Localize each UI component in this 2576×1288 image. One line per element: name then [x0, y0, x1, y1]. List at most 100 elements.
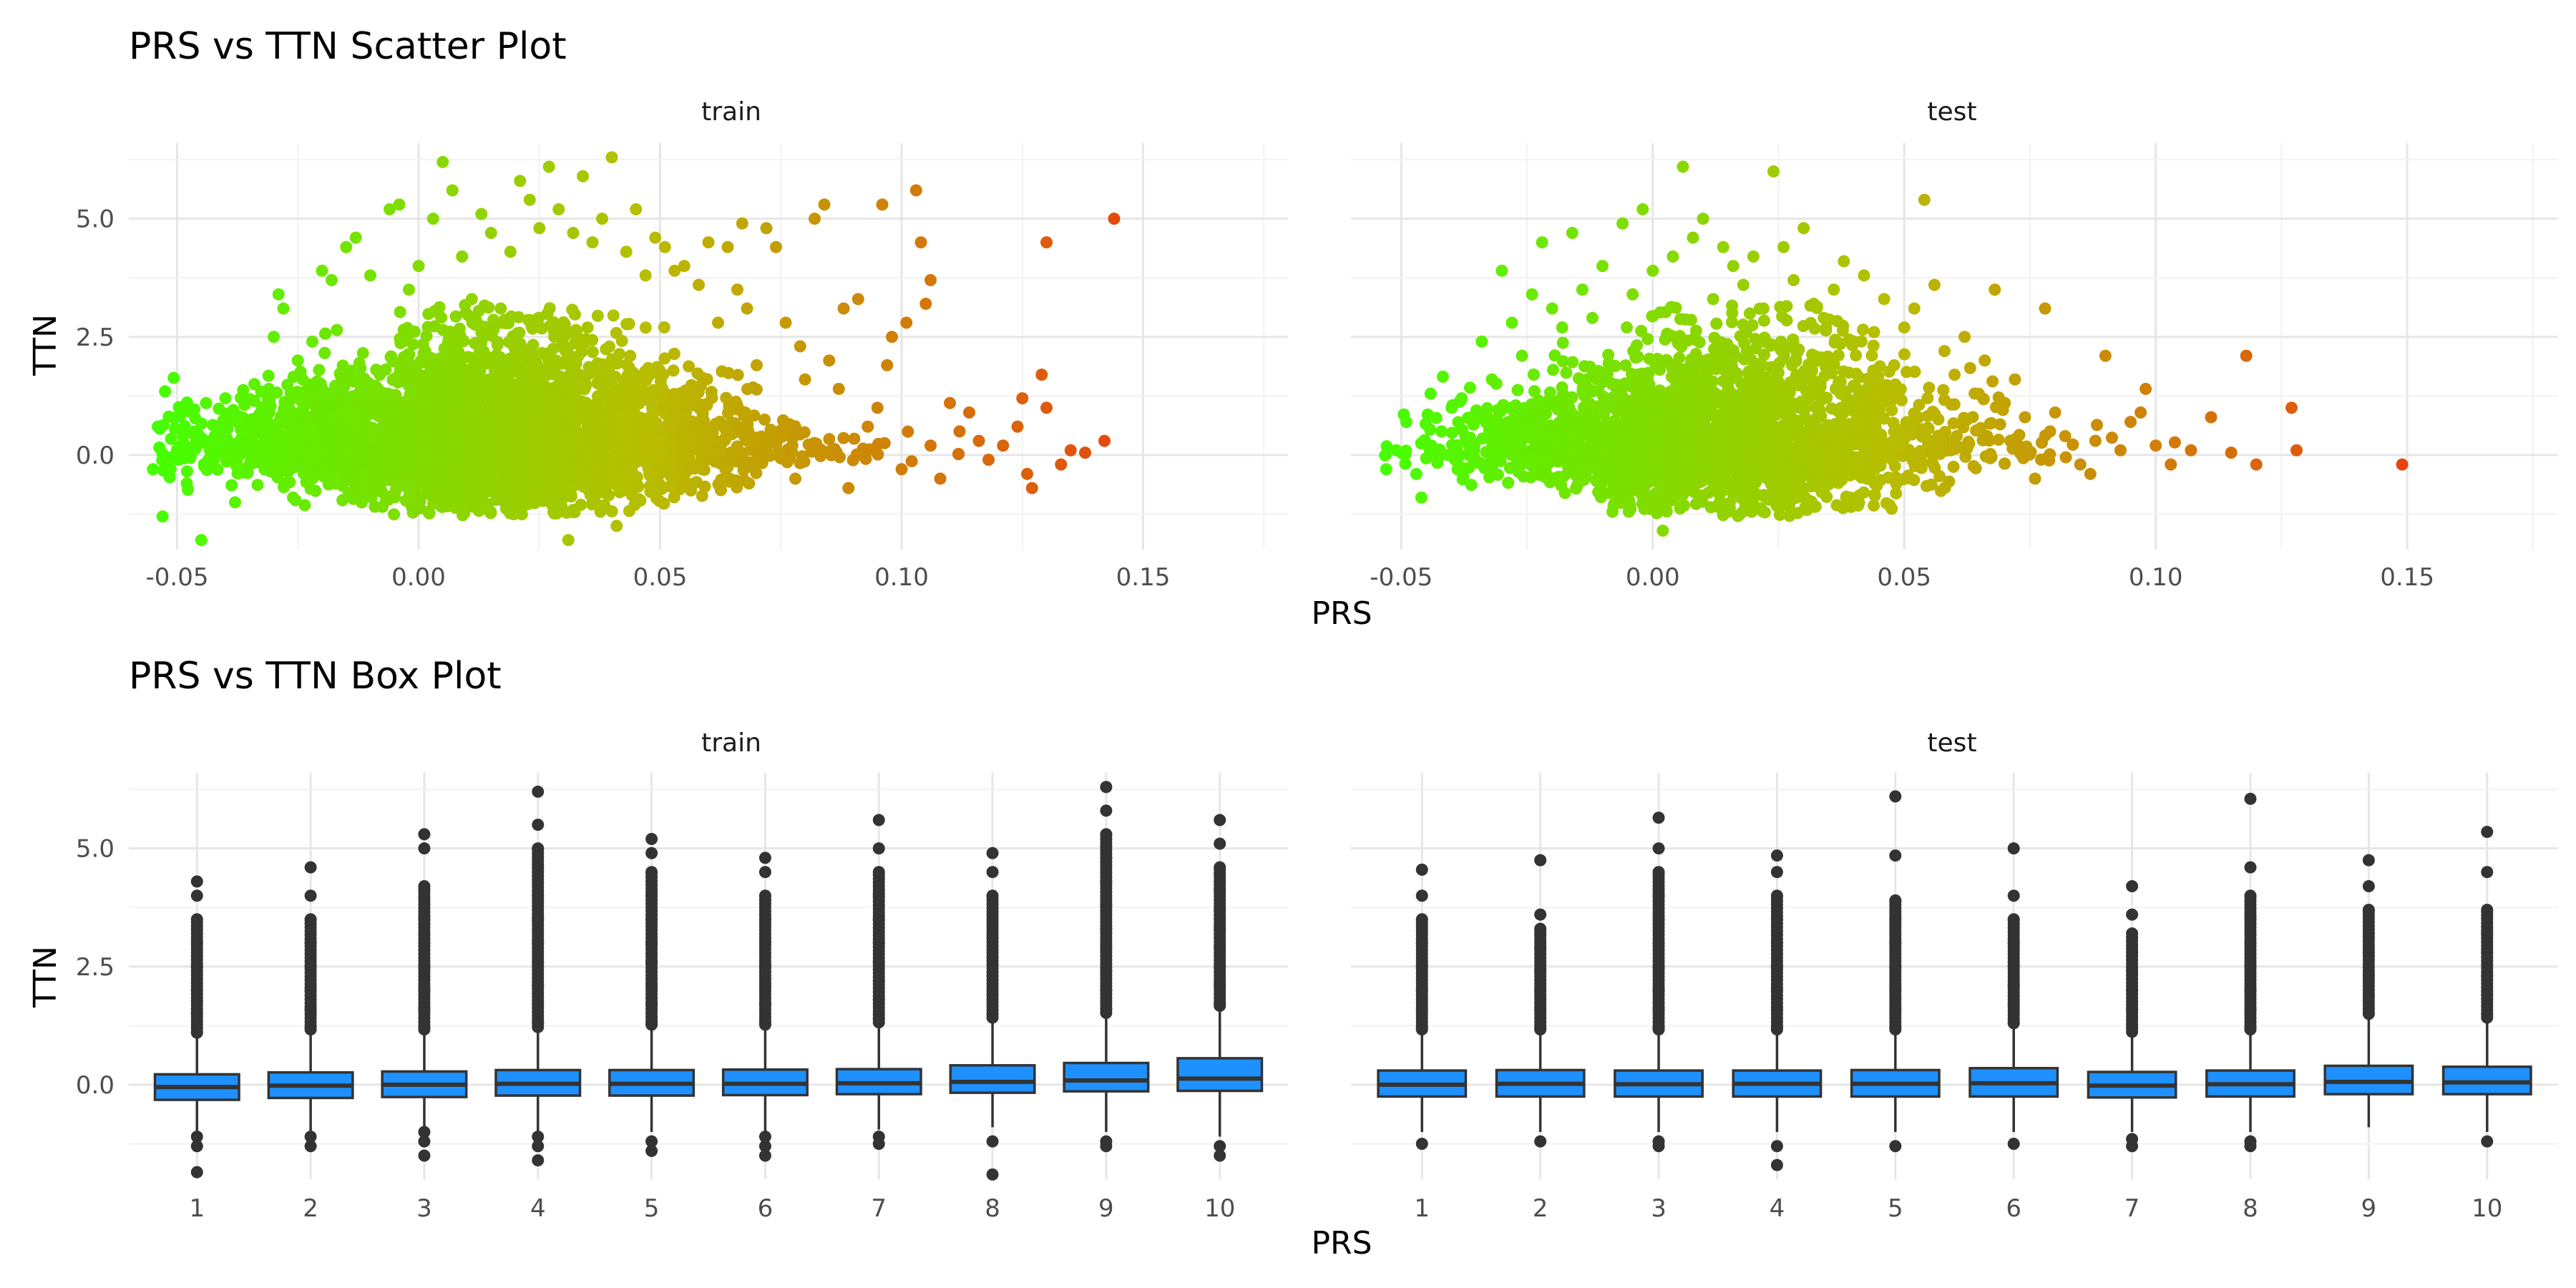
scatter-point	[577, 170, 589, 182]
scatter-point	[518, 440, 531, 453]
scatter-point	[167, 411, 180, 424]
scatter-point	[1040, 236, 1053, 249]
scatter-point	[326, 274, 338, 287]
scatter-point	[248, 378, 260, 391]
scatter-point	[628, 499, 641, 512]
scatter-point	[225, 479, 238, 492]
scatter-point	[919, 298, 932, 311]
scatter-point	[445, 482, 458, 494]
scatter-point	[403, 283, 415, 296]
scatter-point	[386, 389, 399, 401]
scatter-point	[575, 499, 587, 512]
scatter-point	[514, 404, 527, 416]
scatter-point	[557, 414, 570, 427]
scatter-point	[253, 408, 265, 421]
scatter-point	[426, 213, 439, 225]
scatter-point	[963, 406, 975, 419]
scatter-point	[886, 331, 898, 343]
scatter-point	[492, 386, 504, 399]
scatter-point	[329, 477, 342, 490]
scatter-point	[280, 477, 293, 489]
scatter-point	[852, 293, 864, 306]
scatter-point	[953, 425, 966, 438]
scatter-point	[229, 496, 241, 509]
scatter-point	[900, 316, 913, 329]
scatter-point	[313, 364, 326, 376]
scatter-point	[220, 409, 233, 422]
scatter-point	[683, 452, 696, 464]
scatter-point	[522, 313, 535, 326]
scatter-point	[422, 308, 435, 321]
scatter-point	[1011, 420, 1024, 433]
scatter-point	[696, 489, 708, 502]
scatter-point	[422, 396, 435, 409]
scatter-point	[567, 226, 580, 239]
scatter-point	[542, 483, 555, 496]
scatter-point	[721, 422, 733, 435]
scatter-point	[438, 497, 451, 509]
scatter-point	[487, 374, 499, 386]
scatter-point	[433, 415, 446, 428]
scatter-point	[434, 470, 447, 483]
scatter-point	[1016, 392, 1029, 405]
scatter-point	[391, 419, 404, 432]
scatter-point	[482, 301, 495, 314]
scatter-point	[696, 416, 708, 429]
scatter-point	[569, 337, 582, 350]
scatter-point	[491, 336, 504, 348]
scatter-point	[630, 435, 643, 448]
scatter-point	[653, 364, 665, 376]
scatter-point	[799, 373, 811, 386]
scatter-point	[349, 231, 362, 244]
scatter-point	[1064, 444, 1077, 457]
scatter-point	[648, 484, 661, 497]
scatter-point	[381, 409, 394, 421]
scatter-point	[1856, 323, 1869, 336]
scatter-train-points	[147, 151, 1121, 547]
scatter-point	[267, 447, 280, 459]
scatter-point	[466, 500, 479, 513]
scatter-point	[494, 302, 507, 315]
scatter-point	[716, 365, 728, 378]
scatter-point	[147, 463, 160, 476]
scatter-point	[586, 236, 599, 249]
boxplot-title: PRS vs TTN Box Plot	[129, 655, 502, 698]
scatter-point	[272, 288, 285, 301]
scatter-point	[341, 406, 354, 419]
scatter-point	[180, 477, 193, 490]
scatter-point	[688, 477, 701, 490]
scatter-point	[691, 367, 704, 380]
scatter-point	[596, 381, 609, 394]
scatter-point	[705, 386, 718, 399]
scatter-point	[798, 426, 811, 439]
scatter-point	[502, 317, 515, 330]
scatter-point	[542, 464, 555, 477]
scatter-point	[485, 469, 498, 482]
scatter-point	[786, 432, 799, 445]
scatter-point	[478, 501, 491, 514]
scatter-point	[659, 396, 672, 409]
scatter-point	[501, 455, 514, 468]
scatter-point	[647, 407, 660, 420]
scatter-point	[708, 434, 721, 447]
scatter-point	[278, 396, 291, 409]
scatter-point	[398, 334, 411, 347]
scatter-point	[871, 401, 884, 414]
scatter-point	[560, 506, 573, 519]
scatter-point	[1098, 434, 1111, 447]
scatter-point	[639, 321, 652, 334]
scatter-point	[518, 389, 531, 402]
scatter-point	[190, 434, 203, 447]
scatter-point	[371, 402, 384, 415]
scatter-point	[663, 480, 676, 493]
scatter-point	[350, 421, 363, 434]
scatter-point	[561, 443, 574, 456]
scatter-point	[902, 425, 914, 438]
scatter-point	[576, 380, 589, 393]
scatter-point	[876, 198, 889, 211]
scatter-point	[511, 327, 524, 340]
scatter-point	[825, 449, 838, 462]
scatter-point	[667, 364, 680, 377]
scatter-point	[557, 491, 570, 504]
scatter-point	[547, 342, 560, 355]
